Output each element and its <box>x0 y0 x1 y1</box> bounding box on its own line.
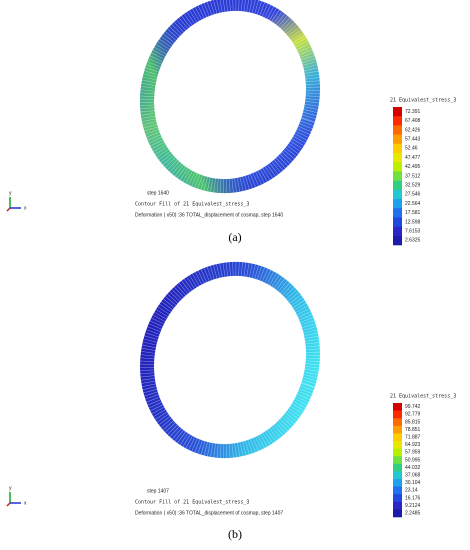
deformation-label: Deformation ( x50) :36 TOTAL_displacemen… <box>135 212 283 218</box>
legend-label: 78.851 <box>405 427 421 433</box>
colorbar-segment <box>393 143 402 154</box>
axis-z <box>6 207 11 212</box>
contour-label: Contour Fill of 21 Equivalest_stress_3 <box>135 500 249 506</box>
colorbar-segment <box>393 125 402 135</box>
legend-label: 57.443 <box>405 137 421 143</box>
deformation-label: Deformation ( x50) :36 TOTAL_displacemen… <box>135 510 283 516</box>
legend-label: 42.495 <box>405 164 421 170</box>
legend-label: 47.477 <box>405 155 421 161</box>
legend-label: 52.46 <box>405 146 418 152</box>
legend-label: 67.408 <box>405 118 421 124</box>
axis-x-label: x <box>24 500 27 506</box>
legend-label: 30.104 <box>405 480 421 486</box>
legend-label: 16.176 <box>405 495 421 501</box>
colorbar-segment <box>393 456 402 465</box>
colorbar-segment <box>393 494 402 503</box>
colorbar-segment <box>393 403 402 411</box>
colorbar-segment <box>393 448 402 457</box>
legend-label: 7.6153 <box>405 229 421 235</box>
legend-label: 37.068 <box>405 473 421 479</box>
ring-a <box>139 0 321 194</box>
legend-label: 85.815 <box>405 419 421 425</box>
legend-label: 9.2124 <box>405 503 421 509</box>
axis-x-label: x <box>24 205 27 211</box>
legend-label: 27.546 <box>405 192 421 198</box>
colorbar-segment <box>393 418 402 427</box>
colorbar-segment <box>393 235 402 246</box>
legend-label: 37.512 <box>405 173 421 179</box>
legend-label: 57.959 <box>405 450 421 456</box>
axis-y-label: y <box>9 190 12 196</box>
legend-label: 32.529 <box>405 183 421 189</box>
legend-title: 21 Equivalest_stress_3 <box>390 394 456 400</box>
legend-label: 22.564 <box>405 201 421 207</box>
legend-label: 12.598 <box>405 219 421 225</box>
colorbar-segment <box>393 217 402 227</box>
colorbar-segment <box>393 189 402 200</box>
legend-label: 64.923 <box>405 442 421 448</box>
colorbar-segment <box>393 116 402 126</box>
colorbar-segment <box>393 162 402 172</box>
colorbar-segment <box>393 486 402 495</box>
colorbar-segment <box>393 226 402 237</box>
colorbar-segment <box>393 208 402 218</box>
colorbar-segment <box>393 107 402 117</box>
colorbar-segment <box>393 199 402 209</box>
legend-label: 71.887 <box>405 435 421 441</box>
colorbar-segment <box>393 441 402 449</box>
colorbar-segment <box>393 171 402 181</box>
caption: (a) <box>228 230 241 244</box>
colorbar-segment <box>393 153 402 163</box>
panels: 21 Equivalest_stress_3 72.391 67.408 62.426… <box>6 98 456 541</box>
axis-z <box>6 502 11 507</box>
colorbar-segment <box>393 134 402 145</box>
legend-label: 62.426 <box>405 127 421 133</box>
colorbar-segment <box>393 180 402 191</box>
colorbar-segment <box>393 509 402 518</box>
colorbar-segment <box>393 463 402 472</box>
legend-title: 21 Equivalest_stress_3 <box>390 98 456 104</box>
step-label: step 1407 <box>147 488 169 494</box>
legend-label: 92.779 <box>405 412 421 418</box>
legend-label: 99.742 <box>405 404 421 410</box>
colorbar-segment <box>393 501 402 510</box>
legend-label: 2.6325 <box>405 238 421 244</box>
legend-label: 2.2485 <box>405 511 421 517</box>
colorbar-segment <box>393 425 402 434</box>
caption: (b) <box>228 527 242 541</box>
legend-label: 72.391 <box>405 109 421 115</box>
ring-b <box>139 261 321 459</box>
step-label: step 1640 <box>147 190 169 196</box>
contour-label: Contour Fill of 21 Equivalest_stress_3 <box>135 202 249 208</box>
legend-label: 23.14 <box>405 488 418 494</box>
colorbar-segment <box>393 479 402 487</box>
colorbar-segment <box>393 433 402 442</box>
colorbar-segment <box>393 471 402 480</box>
axis-y-label: y <box>9 485 12 491</box>
legend-label: 50.995 <box>405 457 421 463</box>
legend-label: 44.032 <box>405 465 421 471</box>
legend-label: 17.581 <box>405 210 421 216</box>
colorbar-segment <box>393 410 402 419</box>
